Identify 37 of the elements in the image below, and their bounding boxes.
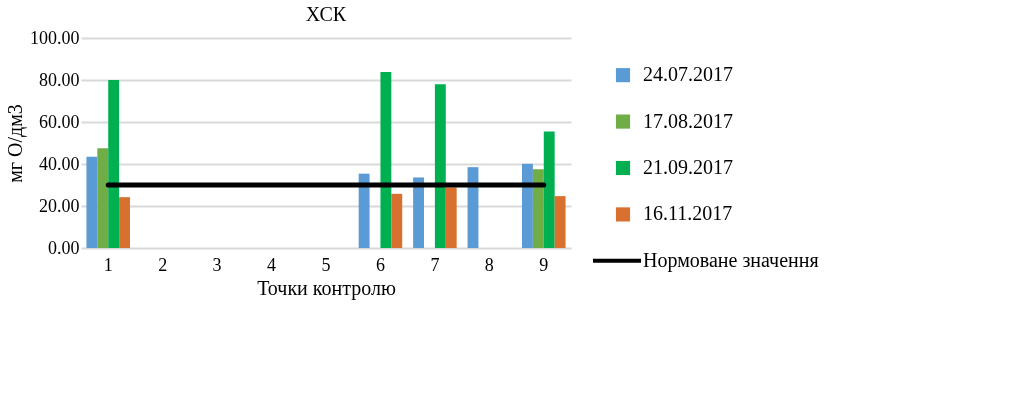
- bar: [434, 84, 446, 248]
- bar: [532, 169, 544, 248]
- bar: [380, 72, 392, 248]
- y-tick-label: 100.00: [30, 27, 80, 48]
- bar: [97, 148, 109, 248]
- legend-label: 16.11.2017: [643, 202, 733, 225]
- x-tick-label: 9: [539, 254, 549, 275]
- y-tick-label: 60.00: [39, 111, 80, 132]
- y-axis-title: мг О/дм3: [4, 104, 27, 183]
- chart-title: ХСК: [305, 3, 347, 25]
- bar: [108, 80, 120, 248]
- bar: [445, 187, 457, 248]
- legend-label: 17.08.2017: [643, 109, 733, 132]
- legend-label: Нормоване значення: [643, 248, 819, 272]
- x-tick-label: 4: [267, 254, 277, 275]
- y-tick-label: 40.00: [39, 153, 80, 174]
- legend-label: 24.07.2017: [643, 63, 733, 86]
- bar: [391, 193, 403, 248]
- bar: [522, 163, 533, 248]
- x-tick-label: 6: [375, 254, 385, 275]
- x-tick-label: 7: [430, 254, 440, 275]
- bar: [554, 196, 566, 248]
- y-tick-label: 80.00: [39, 69, 80, 90]
- bar: [358, 173, 370, 248]
- y-tick-label: 20.00: [39, 195, 80, 216]
- x-tick-label: 5: [321, 254, 331, 275]
- x-tick-label: 8: [484, 254, 494, 275]
- x-tick-label: 2: [158, 254, 168, 275]
- legend-label: 21.09.2017: [643, 156, 733, 178]
- x-axis-title: Точки контролю: [257, 276, 396, 300]
- bar: [86, 156, 98, 248]
- y-tick-label: 0.00: [48, 237, 80, 258]
- bar: [413, 177, 424, 248]
- bar: [119, 197, 130, 248]
- x-tick-label: 3: [212, 254, 222, 275]
- bar: [543, 131, 555, 248]
- x-tick-label: 1: [103, 254, 113, 275]
